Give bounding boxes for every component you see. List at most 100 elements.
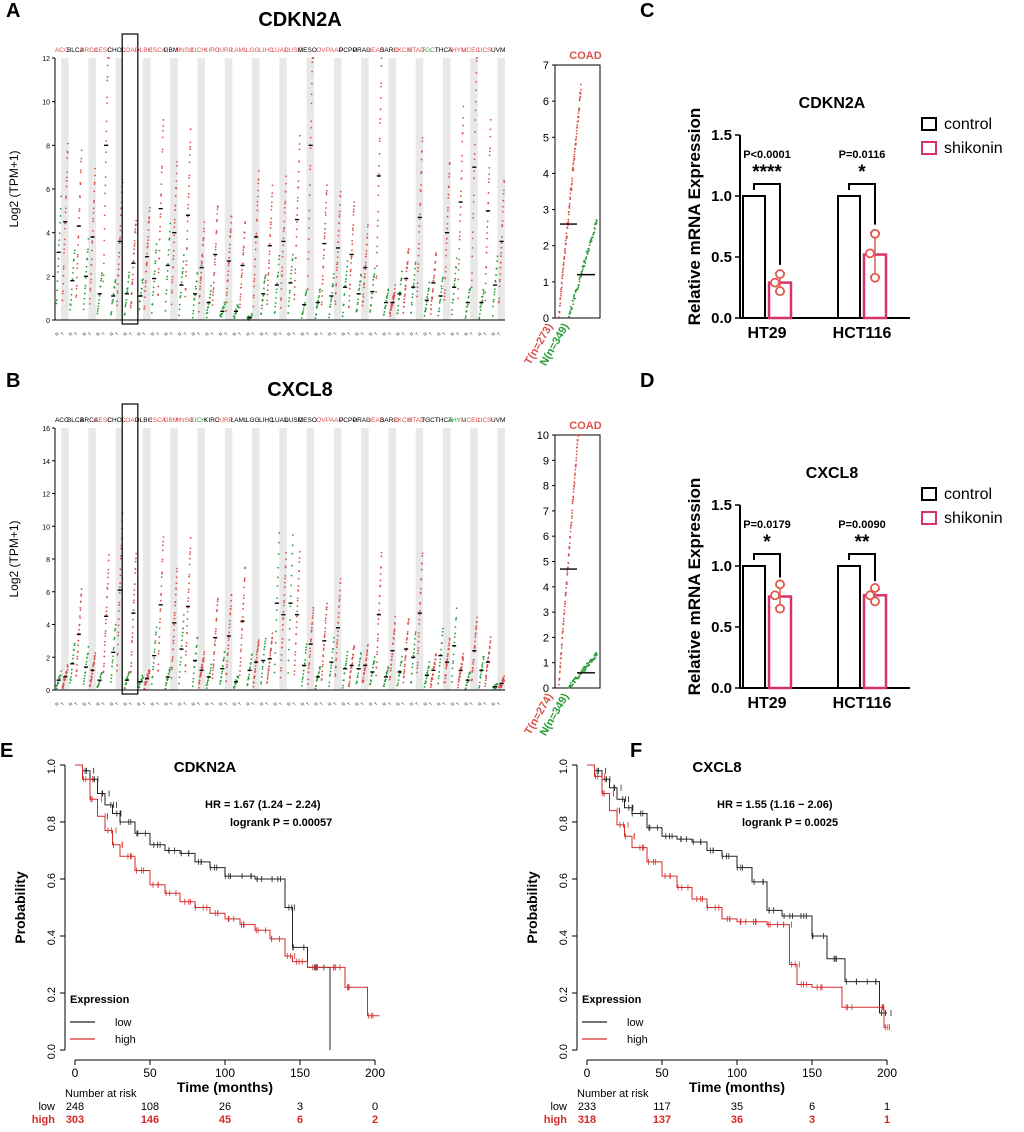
- sample-label: T: [496, 701, 502, 707]
- normal-point: [206, 683, 209, 686]
- tumor-point: [298, 550, 301, 553]
- tumor-point: [66, 171, 68, 174]
- band-uvm: [497, 58, 505, 320]
- tumor-point: [404, 659, 407, 662]
- tumor-point: [91, 249, 93, 252]
- tumor-point: [90, 678, 93, 680]
- tumor-point: [280, 659, 283, 662]
- tumor-point: [77, 639, 80, 642]
- tumor-point: [78, 623, 81, 626]
- normal-point: [277, 566, 280, 569]
- normal-point: [452, 293, 455, 295]
- tumor-point: [216, 600, 219, 603]
- tumor-point: [432, 280, 435, 283]
- cancer-label-ov: OV: [316, 47, 326, 54]
- inset-normal-point: [576, 287, 579, 290]
- inset-tumor-point: [562, 263, 565, 265]
- tumor-point: [243, 594, 245, 597]
- tumor-point: [295, 228, 298, 231]
- tumor-point: [215, 627, 217, 630]
- tumor-point: [281, 638, 284, 640]
- tumor-point: [146, 245, 149, 248]
- tumor-point: [406, 263, 409, 266]
- normal-point: [113, 636, 116, 639]
- normal-point: [83, 674, 86, 677]
- tumor-point: [90, 676, 93, 679]
- tumor-point: [104, 176, 107, 178]
- normal-point: [164, 300, 167, 303]
- risk-value: 146: [141, 1114, 159, 1126]
- normal-point: [111, 665, 113, 668]
- tumor-point: [310, 120, 313, 123]
- normal-point: [193, 665, 196, 668]
- tumor-point: [365, 255, 367, 258]
- tumor-point: [280, 669, 282, 672]
- tumor-point: [145, 270, 148, 273]
- normal-point: [73, 252, 76, 255]
- tumor-point: [321, 295, 323, 297]
- normal-point: [59, 215, 62, 217]
- inset-tumor-point: [573, 474, 576, 477]
- normal-point: [481, 662, 484, 664]
- normal-point: [383, 685, 385, 688]
- normal-point: [250, 662, 252, 664]
- normal-point: [425, 301, 428, 303]
- normal-point: [341, 315, 344, 318]
- normal-point: [423, 686, 426, 688]
- tumor-point: [130, 292, 133, 294]
- tumor-point: [256, 656, 258, 659]
- tumor-point: [256, 219, 258, 222]
- tumor-point: [79, 181, 82, 184]
- tumor-point: [185, 260, 188, 262]
- tumor-point: [270, 640, 273, 643]
- normal-point: [451, 675, 454, 677]
- sample-label: N: [340, 331, 346, 337]
- tumor-point: [132, 266, 134, 269]
- tumor-point: [202, 227, 205, 230]
- sample-label: N: [354, 331, 360, 337]
- y-tick-label: 0.5: [711, 619, 732, 636]
- tumor-point: [187, 588, 190, 591]
- normal-point: [328, 313, 331, 315]
- tumor-point: [294, 256, 297, 259]
- inset-tumor-point: [566, 581, 568, 584]
- normal-point: [168, 671, 171, 673]
- tumor-point: [323, 633, 326, 636]
- tumor-point: [271, 195, 273, 198]
- sample-label: T: [60, 701, 66, 707]
- tumor-point: [378, 152, 381, 155]
- tumor-point: [118, 251, 121, 254]
- tumor-point: [486, 220, 489, 223]
- sample-label: T: [128, 701, 134, 707]
- tumor-point: [380, 65, 383, 67]
- tumor-point: [254, 670, 257, 673]
- tumor-point: [92, 665, 95, 668]
- normal-point: [195, 646, 198, 648]
- tumor-point: [241, 616, 244, 618]
- tumor-point: [501, 223, 504, 226]
- tumor-point: [270, 647, 273, 650]
- tumor-point: [162, 125, 165, 127]
- tumor-point: [446, 223, 449, 225]
- inset-normal-point: [593, 654, 596, 657]
- tumor-point: [157, 271, 160, 274]
- tumor-point: [375, 661, 378, 664]
- tumor-point: [76, 657, 79, 660]
- tumor-point: [337, 241, 340, 243]
- tumor-point: [170, 303, 173, 306]
- tumor-point: [201, 666, 204, 669]
- tumor-point: [476, 57, 478, 59]
- inset-tumor-point: [560, 286, 563, 289]
- tumor-point: [336, 643, 339, 646]
- tumor-point: [254, 668, 257, 670]
- tumor-point: [475, 89, 477, 92]
- normal-point: [439, 300, 441, 302]
- tumor-point: [227, 274, 230, 276]
- y-axis-label: Log2 (TPM+1): [7, 520, 21, 597]
- normal-point: [137, 314, 140, 317]
- normal-point: [438, 307, 441, 310]
- tumor-point: [157, 663, 160, 666]
- tumor-point: [460, 160, 463, 163]
- risk-value: 108: [141, 1101, 159, 1113]
- tumor-point: [339, 578, 342, 580]
